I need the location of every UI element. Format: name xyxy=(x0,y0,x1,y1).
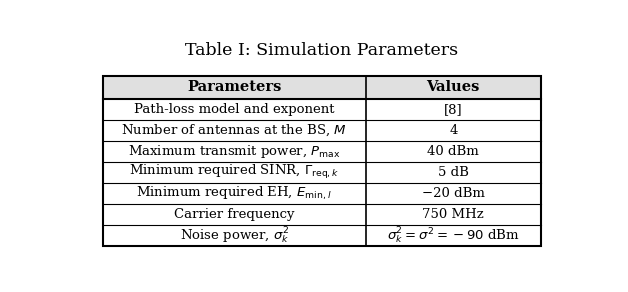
Text: Values: Values xyxy=(426,80,480,94)
Bar xyxy=(103,120,365,141)
Bar xyxy=(103,76,541,246)
Bar xyxy=(103,141,365,162)
Bar xyxy=(103,76,365,99)
Text: Minimum required SINR, $\Gamma_{\mathrm{req},k}$: Minimum required SINR, $\Gamma_{\mathrm{… xyxy=(129,164,339,182)
Bar xyxy=(365,204,541,225)
Bar xyxy=(103,225,365,246)
Bar xyxy=(365,141,541,162)
Text: 5 dB: 5 dB xyxy=(438,166,468,179)
Bar xyxy=(103,99,365,120)
Text: 750 MHz: 750 MHz xyxy=(423,208,484,221)
Text: −20 dBm: −20 dBm xyxy=(422,187,485,200)
Text: [8]: [8] xyxy=(444,102,463,116)
Text: 40 dBm: 40 dBm xyxy=(428,145,479,158)
Text: 4: 4 xyxy=(449,124,457,137)
Bar xyxy=(103,204,365,225)
Bar xyxy=(103,162,365,183)
Text: $\sigma_k^2 = \sigma^2 = -90$ dBm: $\sigma_k^2 = \sigma^2 = -90$ dBm xyxy=(387,226,519,246)
Text: Carrier frequency: Carrier frequency xyxy=(174,208,295,221)
Text: Path-loss model and exponent: Path-loss model and exponent xyxy=(134,102,335,116)
Bar xyxy=(365,99,541,120)
Bar xyxy=(365,76,541,99)
Text: Number of antennas at the BS, $\mathit{M}$: Number of antennas at the BS, $\mathit{M… xyxy=(121,123,347,138)
Bar xyxy=(365,225,541,246)
Text: Maximum transmit power, $P_{\mathrm{max}}$: Maximum transmit power, $P_{\mathrm{max}… xyxy=(128,143,340,160)
Text: Parameters: Parameters xyxy=(187,80,281,94)
Text: Minimum required EH, $E_{\mathrm{min},l}$: Minimum required EH, $E_{\mathrm{min},l}… xyxy=(136,185,332,202)
Text: Table I: Simulation Parameters: Table I: Simulation Parameters xyxy=(185,42,458,59)
Bar xyxy=(365,120,541,141)
Bar xyxy=(103,183,365,204)
Text: Noise power, $\sigma_k^2$: Noise power, $\sigma_k^2$ xyxy=(180,226,289,246)
Bar xyxy=(365,183,541,204)
Bar xyxy=(365,162,541,183)
